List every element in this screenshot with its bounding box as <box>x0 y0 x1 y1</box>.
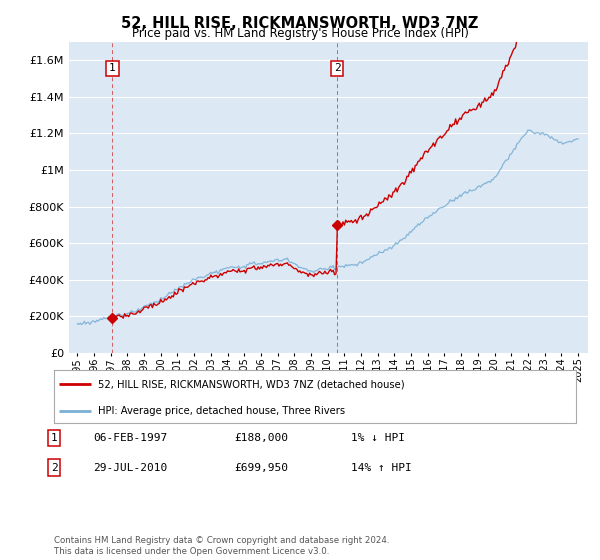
Text: 52, HILL RISE, RICKMANSWORTH, WD3 7NZ: 52, HILL RISE, RICKMANSWORTH, WD3 7NZ <box>121 16 479 31</box>
Text: 14% ↑ HPI: 14% ↑ HPI <box>351 463 412 473</box>
Text: 06-FEB-1997: 06-FEB-1997 <box>93 433 167 443</box>
Text: £699,950: £699,950 <box>234 463 288 473</box>
Text: 1: 1 <box>50 433 58 443</box>
Text: 2: 2 <box>334 63 341 73</box>
Text: 52, HILL RISE, RICKMANSWORTH, WD3 7NZ (detached house): 52, HILL RISE, RICKMANSWORTH, WD3 7NZ (d… <box>98 380 405 390</box>
Text: £188,000: £188,000 <box>234 433 288 443</box>
Text: Contains HM Land Registry data © Crown copyright and database right 2024.
This d: Contains HM Land Registry data © Crown c… <box>54 536 389 556</box>
Text: HPI: Average price, detached house, Three Rivers: HPI: Average price, detached house, Thre… <box>98 406 346 416</box>
Text: 1% ↓ HPI: 1% ↓ HPI <box>351 433 405 443</box>
Text: 29-JUL-2010: 29-JUL-2010 <box>93 463 167 473</box>
Text: 1: 1 <box>109 63 116 73</box>
Text: 2: 2 <box>50 463 58 473</box>
Text: Price paid vs. HM Land Registry's House Price Index (HPI): Price paid vs. HM Land Registry's House … <box>131 27 469 40</box>
